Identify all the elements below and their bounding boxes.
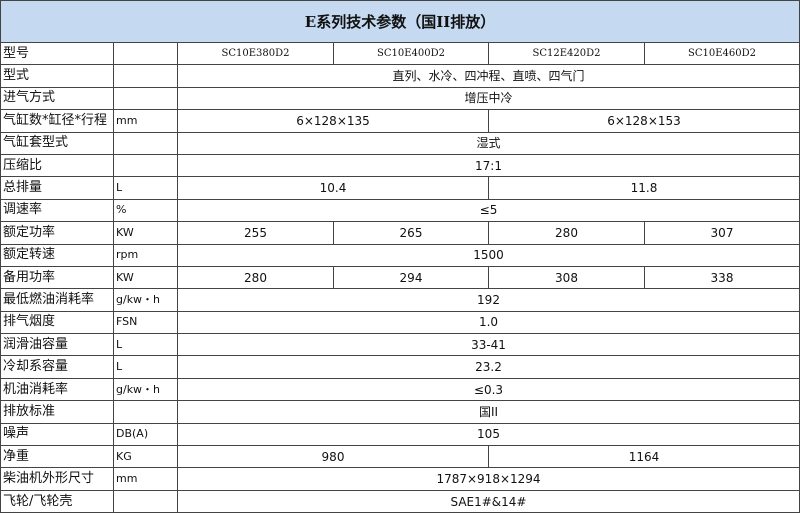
value-cell: 11.8 <box>488 176 800 200</box>
row-label: 备用功率 <box>0 265 114 290</box>
model-cell: SC10E460D2 <box>644 41 800 66</box>
row-unit <box>113 41 178 66</box>
value-cell: 280 <box>177 265 334 290</box>
value-cell: 280 <box>488 221 645 245</box>
row-unit: g/kw・h <box>113 288 178 312</box>
row-unit <box>113 64 178 88</box>
row-unit: L <box>113 333 178 357</box>
value-cell: 6×128×153 <box>488 109 800 133</box>
row-unit <box>113 131 178 155</box>
row-unit: rpm <box>113 243 178 267</box>
row-label: 气缸数*缸径*行程 <box>0 109 114 133</box>
table-row: 柴油机外形尺寸 mm 1787×918×1294 <box>0 467 800 491</box>
row-label: 柴油机外形尺寸 <box>0 467 114 491</box>
row-unit <box>113 86 178 111</box>
row-label: 总排量 <box>0 176 114 200</box>
value-cell: 1787×918×1294 <box>177 467 800 491</box>
table-row: 型号 SC10E380D2 SC10E400D2 SC12E420D2 SC10E460… <box>0 41 800 66</box>
row-unit: g/kw・h <box>113 377 178 402</box>
row-label: 最低燃油消耗率 <box>0 288 114 312</box>
table-row: 润滑油容量 L 33-41 <box>0 333 800 357</box>
table-row: 排气烟度 FSN 1.0 <box>0 310 800 335</box>
row-label: 冷却系容量 <box>0 355 114 379</box>
value-cell: 980 <box>177 445 489 469</box>
row-unit: KW <box>113 221 178 245</box>
row-unit: DB(A) <box>113 422 178 447</box>
table-row: 压缩比 17:1 <box>0 153 800 178</box>
value-cell: 265 <box>333 221 489 245</box>
row-label: 噪声 <box>0 422 114 447</box>
row-label: 排气烟度 <box>0 310 114 335</box>
value-cell: 307 <box>644 221 800 245</box>
value-cell: 6×128×135 <box>177 109 489 133</box>
table-row: 噪声 DB(A) 105 <box>0 422 800 447</box>
table-row: 额定功率 KW 255 265 280 307 <box>0 221 800 245</box>
value-cell: 294 <box>333 265 489 290</box>
row-label: 排放标准 <box>0 400 114 424</box>
table-row: 备用功率 KW 280 294 308 338 <box>0 265 800 290</box>
value-cell: 直列、水冷、四冲程、直喷、四气门 <box>177 64 800 88</box>
value-cell: 1.0 <box>177 310 800 335</box>
value-cell: ≤0.3 <box>177 377 800 402</box>
row-unit: % <box>113 198 178 223</box>
table-title: E系列技术参数（国II排放） <box>0 0 800 43</box>
row-label: 润滑油容量 <box>0 333 114 357</box>
row-label: 压缩比 <box>0 153 114 178</box>
row-label: 额定功率 <box>0 221 114 245</box>
row-unit: KW <box>113 265 178 290</box>
value-cell: 增压中冷 <box>177 86 800 111</box>
table-row: 净重 KG 980 1164 <box>0 445 800 469</box>
value-cell: 10.4 <box>177 176 489 200</box>
table-row: 气缸套型式 湿式 <box>0 131 800 155</box>
model-cell: SC12E420D2 <box>488 41 645 66</box>
table-row: 气缸数*缸径*行程 mm 6×128×135 6×128×153 <box>0 109 800 133</box>
model-cell: SC10E380D2 <box>177 41 334 66</box>
table-row: 额定转速 rpm 1500 <box>0 243 800 267</box>
table-row: 总排量 L 10.4 11.8 <box>0 176 800 200</box>
row-unit: KG <box>113 445 178 469</box>
table-row: 进气方式 增压中冷 <box>0 86 800 111</box>
row-label: 进气方式 <box>0 86 114 111</box>
table-row: 调速率% ≤5 <box>0 198 800 223</box>
value-cell: ≤5 <box>177 198 800 223</box>
table-row: 机油消耗率 g/kw・h ≤0.3 <box>0 377 800 402</box>
value-cell: 255 <box>177 221 334 245</box>
row-label: 净重 <box>0 445 114 469</box>
title-row: E系列技术参数（国II排放） <box>0 0 800 43</box>
row-label: 额定转速 <box>0 243 114 267</box>
value-cell: 33-41 <box>177 333 800 357</box>
row-unit <box>113 400 178 424</box>
row-unit: mm <box>113 109 178 133</box>
row-unit: FSN <box>113 310 178 335</box>
table-row: 排放标准 国II <box>0 400 800 424</box>
value-cell: 338 <box>644 265 800 290</box>
row-unit <box>113 153 178 178</box>
row-unit: L <box>113 176 178 200</box>
row-label: 型式 <box>0 64 114 88</box>
row-label: 机油消耗率 <box>0 377 114 402</box>
model-cell: SC10E400D2 <box>333 41 489 66</box>
row-unit: L <box>113 355 178 379</box>
value-cell: 1500 <box>177 243 800 267</box>
value-cell: 308 <box>488 265 645 290</box>
value-cell: 1164 <box>488 445 800 469</box>
value-cell: 23.2 <box>177 355 800 379</box>
row-label: 气缸套型式 <box>0 131 114 155</box>
value-cell: 105 <box>177 422 800 447</box>
table-row: 型式 直列、水冷、四冲程、直喷、四气门 <box>0 64 800 88</box>
table-row: 最低燃油消耗率 g/kw・h 192 <box>0 288 800 312</box>
value-cell: 192 <box>177 288 800 312</box>
row-label: 调速率 <box>0 198 114 223</box>
table-row: 冷却系容量 L 23.2 <box>0 355 800 379</box>
value-cell: 17:1 <box>177 153 800 178</box>
value-cell: 国II <box>177 400 800 424</box>
row-unit: mm <box>113 467 178 491</box>
row-label: 型号 <box>0 41 114 66</box>
value-cell: 湿式 <box>177 131 800 155</box>
